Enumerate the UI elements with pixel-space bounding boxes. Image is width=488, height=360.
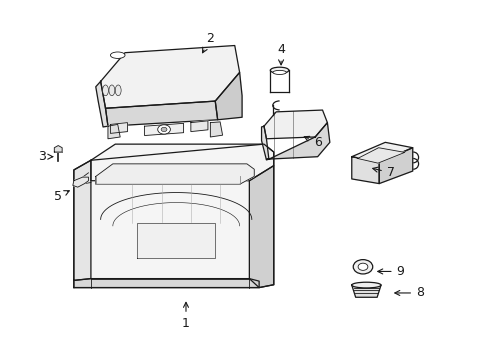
Polygon shape (54, 145, 62, 152)
Text: 8: 8 (394, 287, 423, 300)
Polygon shape (74, 144, 273, 288)
Ellipse shape (102, 85, 108, 96)
Polygon shape (144, 123, 183, 135)
Polygon shape (137, 223, 215, 258)
Polygon shape (351, 142, 412, 162)
Text: 5: 5 (54, 190, 69, 203)
Polygon shape (105, 101, 217, 126)
Text: 9: 9 (377, 265, 404, 278)
Text: 6: 6 (304, 136, 321, 149)
Polygon shape (96, 164, 254, 184)
Text: 3: 3 (38, 150, 53, 163)
Circle shape (357, 263, 367, 270)
Text: 1: 1 (182, 302, 189, 330)
Text: 2: 2 (202, 32, 214, 53)
Polygon shape (210, 122, 222, 137)
Circle shape (161, 127, 166, 132)
Text: 4: 4 (277, 42, 285, 65)
Ellipse shape (270, 67, 288, 73)
Polygon shape (96, 81, 108, 127)
Ellipse shape (351, 282, 380, 288)
Polygon shape (190, 121, 207, 132)
Polygon shape (73, 177, 88, 187)
Polygon shape (266, 123, 329, 159)
Polygon shape (74, 160, 91, 280)
Polygon shape (101, 45, 239, 108)
Polygon shape (110, 123, 127, 134)
Circle shape (352, 260, 372, 274)
Polygon shape (261, 126, 268, 160)
Polygon shape (351, 157, 378, 184)
Polygon shape (264, 110, 327, 139)
Polygon shape (91, 144, 273, 181)
Ellipse shape (109, 85, 115, 96)
Circle shape (158, 125, 170, 134)
Ellipse shape (115, 85, 121, 96)
Polygon shape (378, 148, 412, 184)
Polygon shape (215, 72, 242, 120)
Ellipse shape (272, 70, 285, 75)
Polygon shape (108, 125, 120, 139)
Polygon shape (357, 148, 404, 163)
Polygon shape (351, 285, 380, 297)
Polygon shape (74, 279, 259, 288)
Text: 7: 7 (372, 166, 394, 179)
Polygon shape (249, 166, 273, 288)
Ellipse shape (110, 52, 125, 58)
